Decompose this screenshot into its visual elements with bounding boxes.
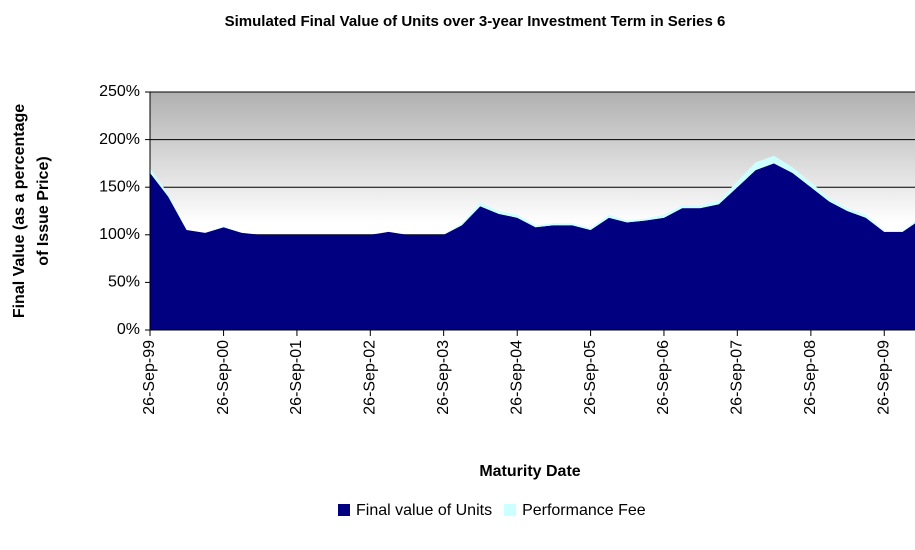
y-axis-title: Final Value (as a percentage xyxy=(11,104,28,318)
legend-swatch xyxy=(504,504,517,516)
x-tick-label: 26-Sep-03 xyxy=(435,340,452,415)
y-tick-label: 50% xyxy=(108,274,140,291)
y-tick-label: 200% xyxy=(99,131,140,148)
chart-title: Simulated Final Value of Units over 3-ye… xyxy=(225,13,726,30)
legend-label: Performance Fee xyxy=(522,502,646,519)
x-tick-label: 26-Sep-05 xyxy=(582,340,599,415)
y-axis-title: of Issue Price) xyxy=(35,156,52,265)
y-tick-label: 100% xyxy=(99,226,140,243)
x-tick-label: 26-Sep-00 xyxy=(215,340,232,415)
x-tick-label: 26-Sep-09 xyxy=(875,340,892,415)
x-tick-label: 26-Sep-01 xyxy=(288,340,305,415)
x-tick-label: 26-Sep-99 xyxy=(141,340,158,415)
x-tick-label: 26-Sep-08 xyxy=(802,340,819,415)
legend-swatch xyxy=(338,504,350,516)
x-tick-label: 26-Sep-07 xyxy=(729,340,746,415)
area xyxy=(150,163,915,330)
x-axis-title: Maturity Date xyxy=(479,463,580,480)
x-tick-label: 26-Sep-04 xyxy=(508,340,525,415)
x-tick-label: 26-Sep-06 xyxy=(655,340,672,415)
y-tick-label: 0% xyxy=(117,321,140,338)
y-tick-label: 150% xyxy=(99,178,140,195)
legend-label: Final value of Units xyxy=(356,502,492,519)
x-tick-label: 26-Sep-02 xyxy=(362,340,379,415)
y-tick-label: 250% xyxy=(99,83,140,100)
